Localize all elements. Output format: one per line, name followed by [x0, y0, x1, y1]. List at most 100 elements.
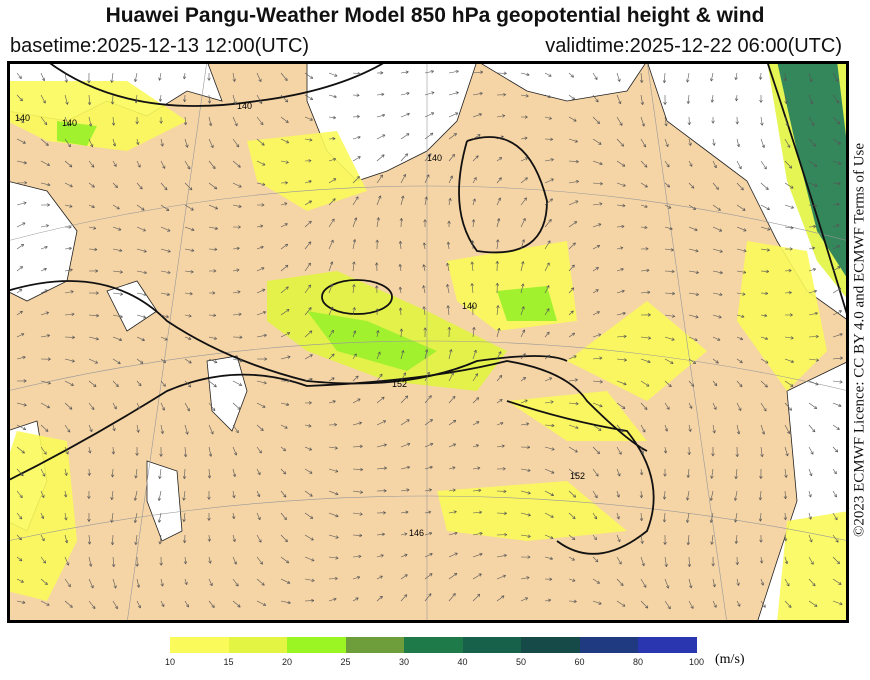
- wind-arrow: [448, 572, 458, 580]
- wind-arrow: [520, 399, 528, 404]
- wind-arrow: [784, 578, 790, 587]
- wind-arrow: [808, 224, 817, 229]
- wind-arrow: [184, 402, 190, 412]
- wind-arrow: [663, 446, 668, 454]
- wind-arrow: [448, 593, 456, 602]
- wind-arrow: [232, 138, 240, 148]
- wind-arrow: [832, 446, 839, 453]
- wind-arrow: [758, 490, 763, 501]
- wind-arrow: [808, 203, 818, 208]
- wind-arrow: [640, 247, 649, 251]
- wind-arrow: [736, 204, 746, 211]
- wind-arrow: [110, 490, 114, 501]
- wind-arrow: [496, 177, 502, 184]
- wind-arrow: [760, 269, 770, 274]
- wind-arrow: [616, 311, 626, 316]
- wind-arrow: [664, 556, 668, 568]
- wind-arrow: [64, 600, 73, 608]
- wind-arrow: [208, 247, 218, 252]
- wind-arrow: [184, 380, 192, 388]
- wind-arrow: [832, 266, 841, 272]
- wind-arrow: [520, 353, 526, 360]
- wind-arrow: [376, 420, 387, 426]
- wind-arrow: [760, 402, 767, 412]
- wind-arrow: [232, 312, 242, 316]
- wind-arrow: [376, 71, 384, 75]
- wind-arrow: [375, 239, 379, 250]
- wind-arrow: [712, 160, 717, 169]
- wind-arrow: [568, 402, 579, 406]
- wind-arrow: [184, 358, 192, 364]
- wind-arrow: [135, 116, 139, 125]
- wind-arrow: [376, 195, 382, 206]
- wind-arrow: [304, 534, 314, 541]
- wind-arrow: [736, 182, 744, 191]
- wind-arrow: [376, 443, 387, 448]
- wind-arrow: [328, 306, 334, 316]
- wind-arrow: [134, 468, 138, 479]
- wind-arrow: [686, 534, 690, 546]
- wind-arrow: [808, 358, 820, 362]
- wind-arrow: [686, 468, 691, 478]
- wind-arrow: [400, 112, 410, 118]
- wind-arrow: [232, 290, 241, 294]
- wind-arrow: [544, 178, 554, 184]
- wind-arrow: [446, 283, 450, 294]
- colorbar-tick-label: 30: [398, 657, 410, 667]
- wind-arrow: [758, 512, 763, 522]
- wind-arrow: [616, 224, 625, 229]
- wind-arrow: [328, 534, 339, 539]
- wind-arrow: [208, 138, 214, 149]
- wind-arrow: [496, 399, 503, 404]
- wind-arrow: [136, 336, 145, 342]
- wind-arrow: [639, 468, 644, 476]
- wind-arrow: [88, 556, 93, 567]
- wind-arrow: [544, 198, 554, 206]
- wind-arrow: [256, 267, 265, 272]
- wind-arrow: [376, 396, 385, 404]
- wind-arrow: [592, 267, 599, 272]
- wind-arrow: [183, 94, 187, 103]
- wind-arrow: [760, 226, 771, 231]
- wind-arrow: [400, 465, 411, 470]
- wind-arrow: [400, 395, 409, 404]
- wind-arrow: [352, 575, 361, 580]
- wind-arrow: [232, 468, 237, 478]
- wind-arrow: [400, 372, 407, 382]
- wind-arrow: [520, 197, 527, 206]
- wind-arrow: [376, 511, 386, 515]
- wind-arrow: [470, 283, 474, 294]
- wind-arrow: [616, 446, 622, 455]
- wind-arrow: [784, 94, 788, 105]
- basetime-label: basetime:2025-12-13 12:00(UTC): [10, 35, 310, 57]
- wind-arrow: [832, 578, 842, 585]
- colorbar-segment: [228, 637, 287, 653]
- wind-arrow: [280, 402, 290, 406]
- wind-arrow: [304, 377, 313, 382]
- wind-arrow: [472, 113, 482, 118]
- wind-arrow: [759, 556, 764, 564]
- wind-arrow: [448, 349, 453, 360]
- wind-arrow: [112, 138, 117, 147]
- wind-arrow: [664, 182, 671, 188]
- wind-arrow: [688, 380, 695, 387]
- wind-arrow: [640, 116, 645, 127]
- wind-arrow: [832, 600, 843, 606]
- wind-arrow: [208, 182, 218, 190]
- wind-arrow: [423, 327, 427, 338]
- wind-arrow: [232, 94, 237, 105]
- wind-arrow: [399, 218, 404, 228]
- wind-arrow: [688, 182, 695, 189]
- wind-arrow: [760, 116, 764, 126]
- wind-arrow: [424, 112, 435, 118]
- wind-arrow: [568, 116, 577, 122]
- wind-arrow: [712, 270, 723, 275]
- wind-arrow: [40, 289, 48, 294]
- wind-arrow: [640, 402, 648, 410]
- wind-arrow: [328, 446, 338, 450]
- wind-arrow: [760, 204, 770, 210]
- wind-arrow: [712, 292, 723, 297]
- wind-arrow: [424, 132, 434, 140]
- wind-arrow: [110, 468, 115, 478]
- map-frame: [7, 61, 849, 623]
